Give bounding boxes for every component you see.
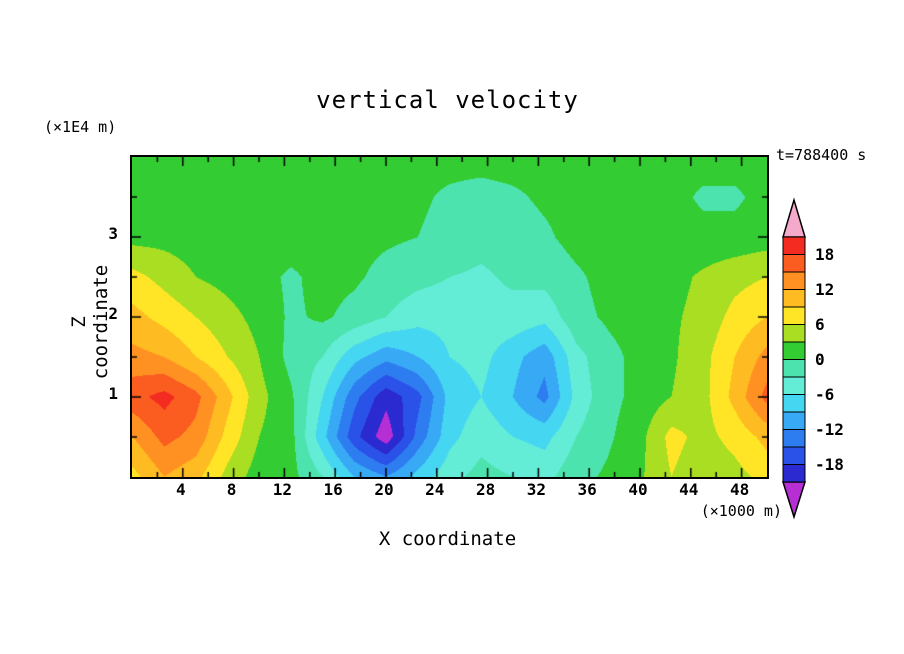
colorbar-segment [782,341,806,360]
chart-title: vertical velocity [316,86,579,114]
colorbar-segment [782,411,806,430]
colorbar-segment [782,359,806,378]
x-tick-label-24: 24 [425,480,445,499]
x-tick-label-40: 40 [628,480,648,499]
y-axis-units-label: (×1E4 m) [44,118,117,136]
colorbar-segment [782,394,806,413]
colorbar-segment [782,306,806,325]
x-tick-label-12: 12 [272,480,293,499]
colorbar: 18 12 6 0 -6 -12 -18 [781,197,844,520]
x-tick-label-36: 36 [577,480,597,499]
colorbar-label-0: 0 [815,350,825,369]
colorbar-bottom-arrow [781,481,807,520]
colorbar-label--6: -6 [815,385,834,404]
colorbar-segment [782,464,806,483]
colorbar-label-6: 6 [815,315,825,334]
z-tick-label-3: 3 [108,224,118,243]
plot-area-frame [130,155,769,479]
x-tick-label-20: 20 [374,480,394,499]
colorbar-label--18: -18 [815,455,844,474]
colorbar-segment [782,429,806,448]
x-tick-label-28: 28 [475,480,496,499]
x-tick-label-32: 32 [526,480,547,499]
x-axis-title: X coordinate [378,528,517,550]
colorbar-segment [782,254,806,273]
colorbar-segment [782,236,806,255]
x-axis-units-label: (×1000 m) [700,502,782,520]
colorbar-top-arrow [781,197,807,238]
colorbar-label-12: 12 [815,280,834,299]
colorbar-segment [782,324,806,343]
contour-field-canvas [132,157,767,477]
colorbar-segment [782,271,806,290]
x-tick-label-48: 48 [729,480,750,499]
colorbar-label--12: -12 [815,420,844,439]
x-tick-label-44: 44 [679,480,699,499]
x-tick-label-8: 8 [226,480,237,499]
x-tick-label-4: 4 [175,480,186,499]
colorbar-segment [782,376,806,395]
z-tick-label-2: 2 [108,304,118,323]
colorbar-segment [782,446,806,465]
colorbar-label-18: 18 [815,245,834,264]
x-tick-label-16: 16 [323,480,343,499]
timestamp-label: t=788400 s [776,146,867,164]
z-tick-label-1: 1 [108,384,118,403]
z-axis-title: Z coordinate [68,264,112,380]
colorbar-segment [782,289,806,308]
